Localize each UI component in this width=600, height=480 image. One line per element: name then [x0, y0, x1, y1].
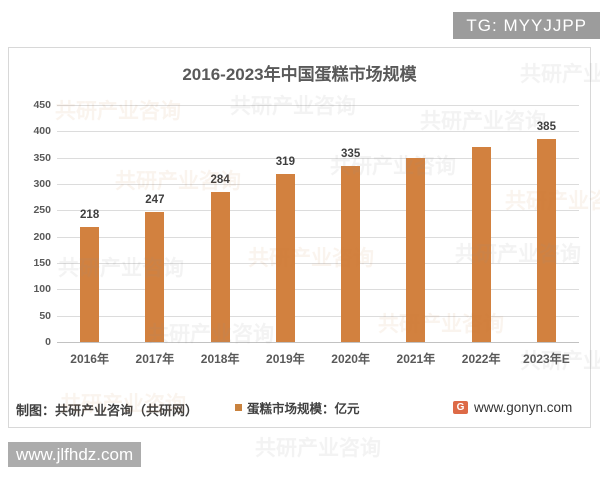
bar-value-label-2023年E: 385: [536, 121, 556, 134]
y-axis-tick-250: 250: [33, 204, 51, 217]
gridline-250: [57, 210, 579, 212]
x-axis-tick-2020年: 2020年: [331, 352, 370, 366]
chart-card: 2016-2023年中国蛋糕市场规模 制图：共研产业咨询（共研网） 蛋糕市场规模…: [8, 47, 591, 428]
gridline-200: [57, 236, 579, 238]
gridline-450: [57, 105, 579, 106]
background-watermark-text: 共研产业咨询: [255, 437, 381, 460]
bar-value-label-2018年: 284: [210, 174, 230, 187]
y-axis-tick-350: 350: [33, 151, 51, 164]
x-axis-tick-2017年: 2017年: [135, 352, 175, 366]
y-axis-tick-400: 400: [33, 125, 51, 138]
jlfhdz-watermark: www.jlfhdz.com: [8, 442, 142, 467]
y-axis-tick-100: 100: [33, 283, 51, 296]
x-axis-tick-2022年: 2022年: [461, 352, 501, 366]
bar-2020年: [341, 165, 361, 342]
bar-value-label-2016年: 218: [80, 209, 100, 222]
bar-value-label-2020年: 335: [341, 147, 361, 160]
y-axis-tick-50: 50: [39, 309, 51, 322]
bar-2019年: [275, 173, 295, 342]
x-axis-tick-2021年: 2021年: [396, 352, 436, 366]
bar-2022年: [471, 146, 491, 342]
bar-2018年: [210, 192, 230, 342]
chart-title: 2016-2023年中国蛋糕市场规模: [182, 65, 417, 84]
legend-marker-icon: [235, 404, 242, 411]
gridline-100: [57, 289, 579, 291]
gridline-50: [57, 315, 579, 317]
gonyn-website: www.gonyn.com: [474, 400, 573, 415]
bar-value-label-2017年: 247: [145, 193, 165, 206]
y-axis-tick-300: 300: [33, 178, 51, 190]
gridline-0: [57, 342, 579, 343]
x-axis-tick-2018年: 2018年: [200, 352, 240, 366]
y-axis-tick-200: 200: [33, 230, 51, 243]
y-axis-tick-450: 450: [33, 99, 51, 111]
gonyn-logo-icon: G: [453, 401, 468, 414]
bar-2017年: [145, 211, 165, 342]
legend-label: 蛋糕市场规模：亿元: [247, 402, 360, 416]
gridline-400: [57, 131, 579, 133]
x-axis-tick-2016年: 2016年: [70, 352, 109, 366]
bar-2016年: [80, 227, 100, 342]
telegram-badge: TG: MYYJJPP: [453, 12, 600, 39]
bar-value-label-2019年: 319: [275, 155, 295, 168]
y-axis-tick-150: 150: [33, 257, 51, 269]
y-axis-tick-0: 0: [45, 336, 51, 348]
gridline-300: [57, 184, 579, 185]
bar-2021年: [406, 157, 426, 342]
gonyn-branding: G www.gonyn.com: [453, 400, 572, 415]
bar-2023年E: [536, 139, 556, 342]
gridline-150: [57, 263, 579, 264]
x-axis-tick-2019年: 2019年: [266, 352, 305, 366]
x-axis-tick-2023年E: 2023年E: [523, 352, 570, 366]
chart-credit: 制图：共研产业咨询（共研网）: [16, 403, 199, 418]
gridline-350: [57, 157, 579, 159]
